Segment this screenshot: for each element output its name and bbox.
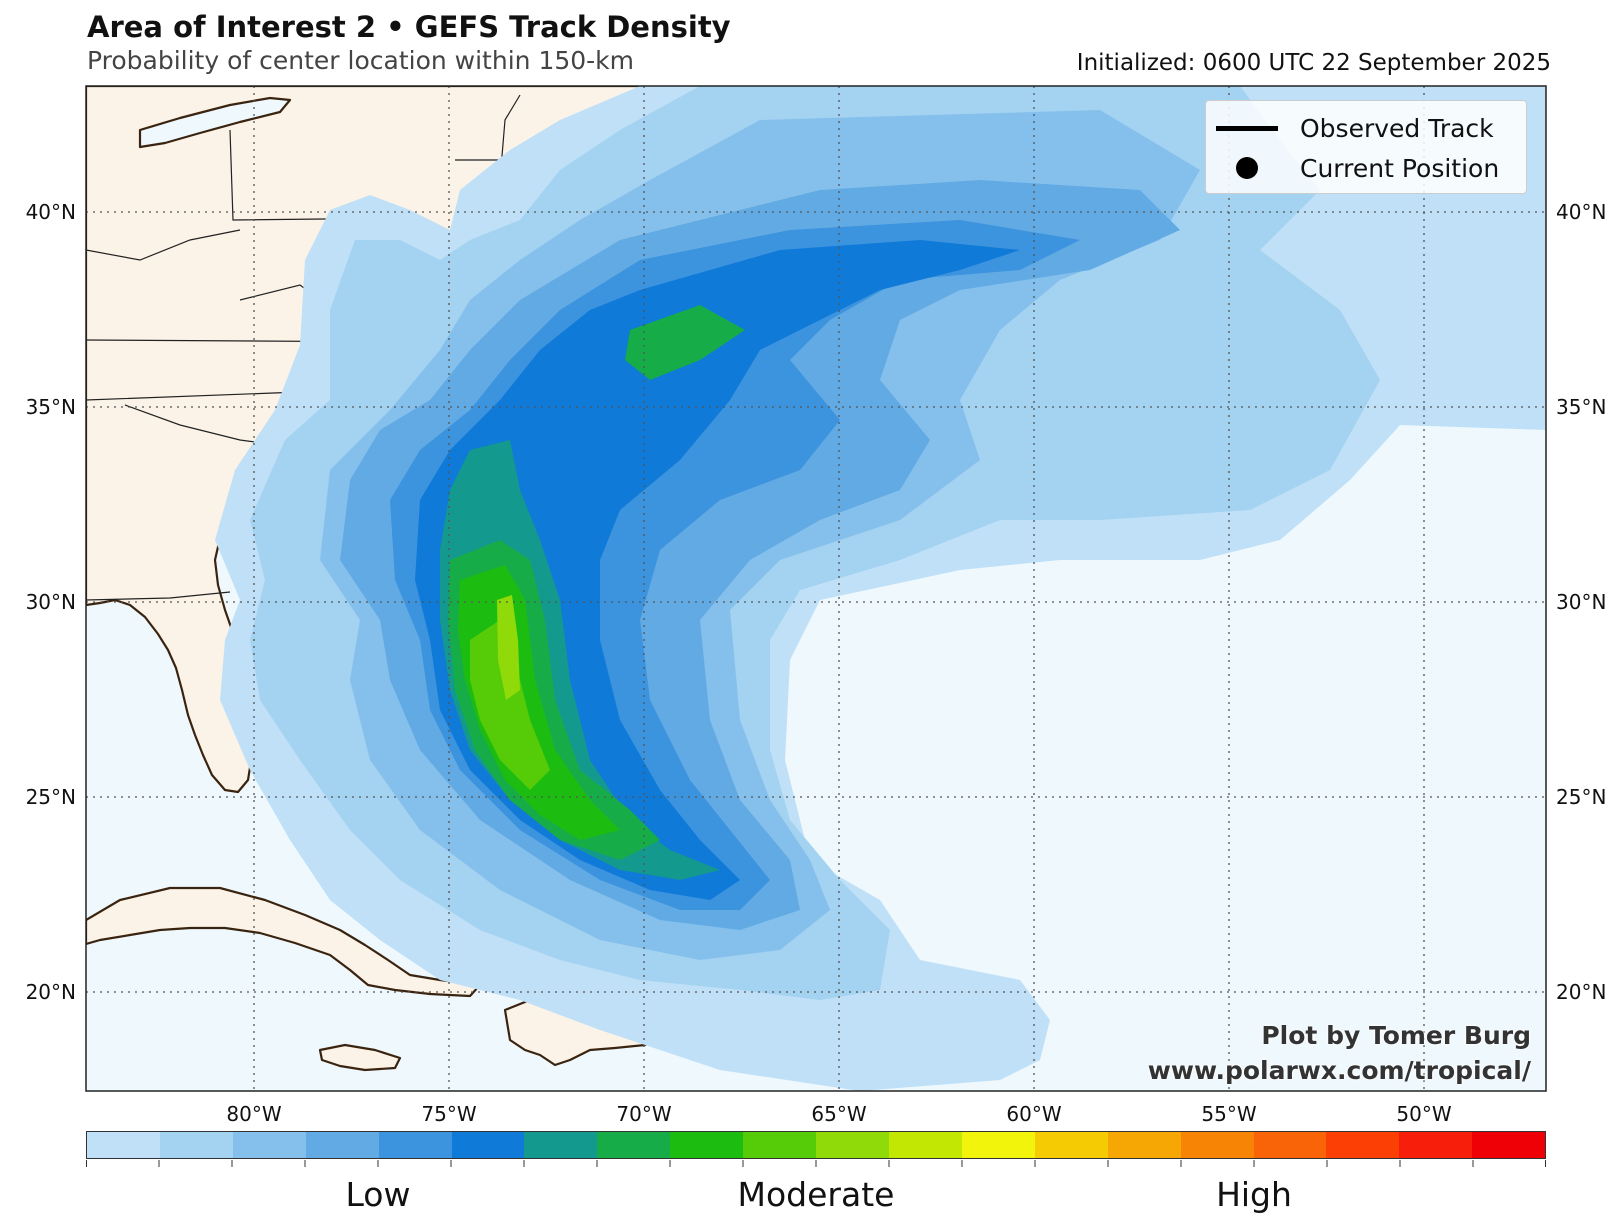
lon-label-50w: 50°W bbox=[1396, 1102, 1451, 1126]
lat-label-right-30: 30°N bbox=[1556, 590, 1606, 614]
map-frame bbox=[85, 85, 1547, 1092]
colorbar-segment-10 bbox=[743, 1132, 817, 1158]
lat-label-left-30: 30°N bbox=[26, 590, 76, 614]
lon-label-80w: 80°W bbox=[226, 1102, 281, 1126]
legend-entry-current-position: Current Position bbox=[1216, 153, 1499, 183]
lat-label-left-20: 20°N bbox=[26, 980, 76, 1004]
colorbar-segment-15 bbox=[1107, 1132, 1181, 1158]
gridlines bbox=[86, 86, 1546, 1091]
lat-label-right-20: 20°N bbox=[1556, 980, 1606, 1004]
colorbar-segment-12 bbox=[888, 1132, 962, 1158]
colorbar-label-moderate: Moderate bbox=[737, 1175, 895, 1214]
jamaica bbox=[318, 1043, 402, 1072]
lat-label-right-25: 25°N bbox=[1556, 785, 1606, 809]
lat-label-left-35: 35°N bbox=[26, 395, 76, 419]
observed-track-line-icon bbox=[1216, 125, 1278, 131]
legend-observed-track-label: Observed Track bbox=[1300, 113, 1494, 143]
lat-label-right-40: 40°N bbox=[1556, 200, 1606, 224]
colorbar-segment-13 bbox=[961, 1132, 1035, 1158]
legend-current-position-label: Current Position bbox=[1300, 153, 1500, 183]
lat-label-left-40: 40°N bbox=[26, 200, 76, 224]
map-subtitle: Probability of center location within 15… bbox=[87, 46, 635, 75]
colorbar-segment-6 bbox=[451, 1132, 525, 1158]
colorbar bbox=[86, 1131, 1546, 1159]
colorbar-segment-2 bbox=[159, 1132, 233, 1158]
map-legend: Observed Track Current Position bbox=[1205, 100, 1527, 194]
lon-label-65w: 65°W bbox=[811, 1102, 866, 1126]
colorbar-segment-11 bbox=[816, 1132, 889, 1158]
colorbar-segment-9 bbox=[670, 1132, 744, 1158]
colorbar-segment-5 bbox=[378, 1132, 452, 1158]
colorbar-segment-8 bbox=[597, 1132, 671, 1158]
lon-label-70w: 70°W bbox=[616, 1102, 671, 1126]
credit-author: Plot by Tomer Burg bbox=[1261, 1021, 1531, 1050]
track-density-field bbox=[215, 86, 1546, 1091]
colorbar-segment-7 bbox=[524, 1132, 598, 1158]
great-lakes bbox=[138, 96, 292, 149]
map-title: Area of Interest 2 • GEFS Track Density bbox=[87, 10, 731, 44]
lat-label-left-25: 25°N bbox=[26, 785, 76, 809]
lon-label-75w: 75°W bbox=[421, 1102, 476, 1126]
lon-label-55w: 55°W bbox=[1201, 1102, 1256, 1126]
colorbar-segment-14 bbox=[1034, 1132, 1108, 1158]
current-position-dot-icon bbox=[1236, 157, 1258, 179]
lat-label-right-35: 35°N bbox=[1556, 395, 1606, 419]
lon-label-60w: 60°W bbox=[1006, 1102, 1061, 1126]
colorbar-ticks bbox=[86, 1160, 1546, 1167]
colorbar-label-high: High bbox=[1216, 1175, 1292, 1214]
initialized-time: Initialized: 0600 UTC 22 September 2025 bbox=[1076, 50, 1551, 76]
legend-entry-observed-track: Observed Track bbox=[1216, 113, 1494, 143]
colorbar-segment-20 bbox=[1472, 1132, 1546, 1158]
colorbar-segment-4 bbox=[305, 1132, 379, 1158]
colorbar-segment-17 bbox=[1253, 1132, 1327, 1158]
colorbar-segment-3 bbox=[232, 1132, 306, 1158]
cuba bbox=[86, 886, 482, 998]
credit-url[interactable]: www.polarwx.com/tropical/ bbox=[1147, 1056, 1531, 1085]
colorbar-segment-19 bbox=[1399, 1132, 1473, 1158]
colorbar-segment-16 bbox=[1180, 1132, 1254, 1158]
colorbar-segment-18 bbox=[1326, 1132, 1400, 1158]
colorbar-label-low: Low bbox=[345, 1175, 411, 1214]
colorbar-segment-1 bbox=[87, 1132, 160, 1158]
